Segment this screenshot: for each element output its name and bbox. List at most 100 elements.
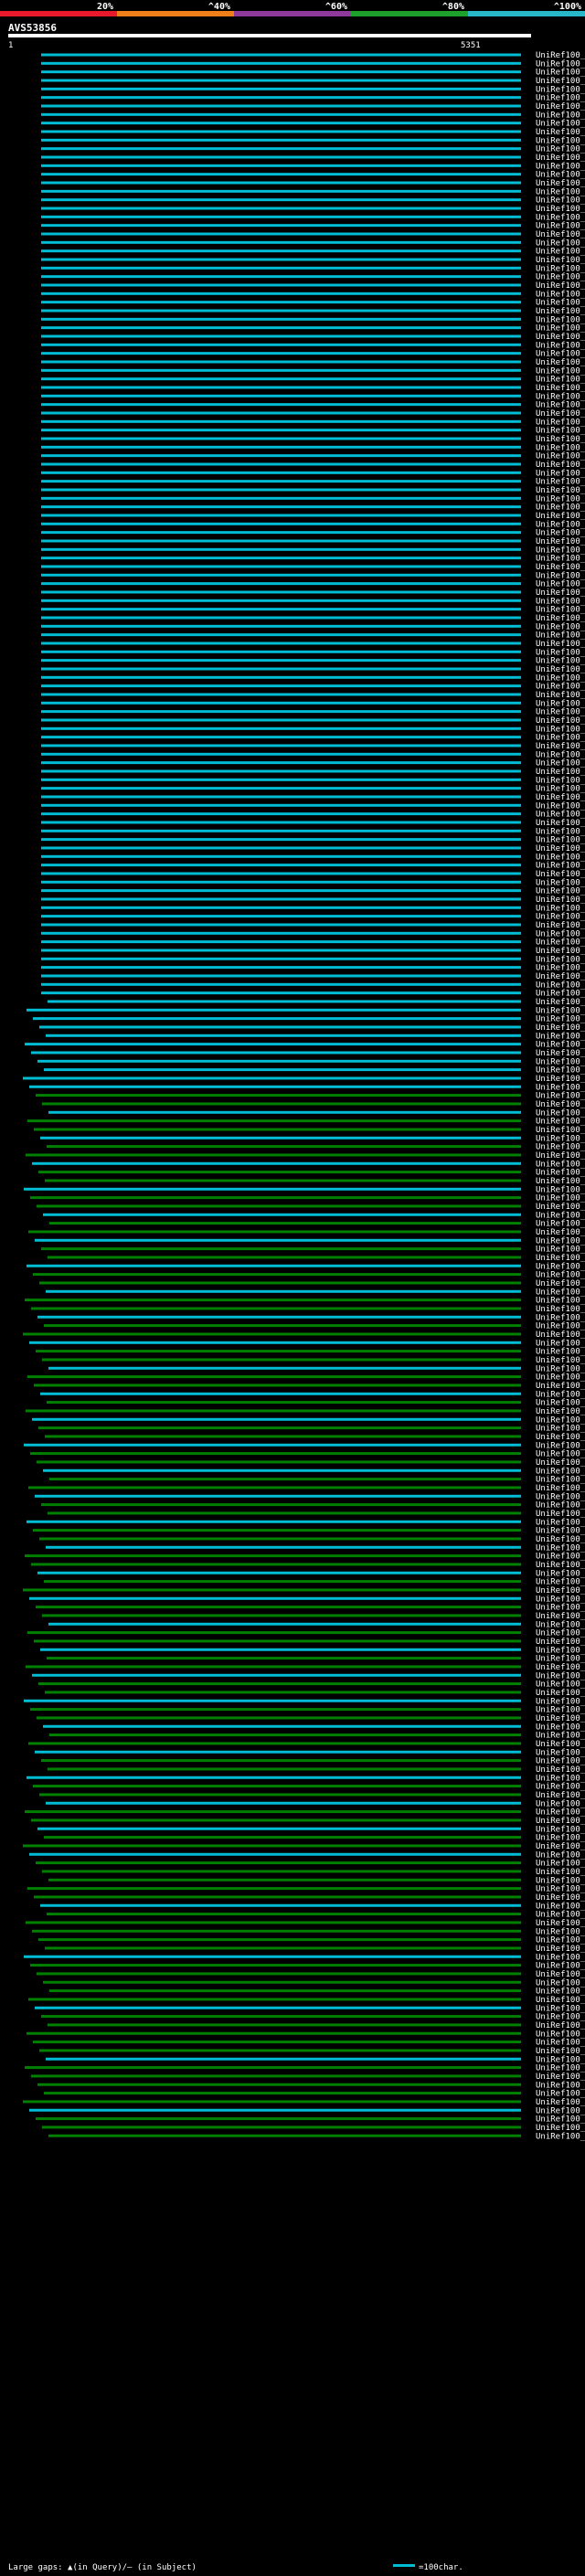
hit-label[interactable]: UniRef100_A9S4B1 bbox=[536, 120, 585, 129]
hit-label[interactable]: UniRef100_B5LWR0 bbox=[536, 699, 585, 708]
hit-row[interactable]: UniRef100_B4P1I1 bbox=[48, 1765, 585, 1775]
hit-label[interactable]: UniRef100_A2I3U7 bbox=[536, 1236, 585, 1246]
hit-row[interactable]: UniRef100_A2I3U7 bbox=[35, 1236, 585, 1246]
hit-label[interactable]: UniRef100_Q6Q197 bbox=[536, 1527, 585, 1536]
hit-row[interactable]: UniRef100_C5X6F1 bbox=[41, 878, 585, 887]
hit-row[interactable]: UniRef100_Q5KK82 bbox=[31, 1817, 585, 1826]
hit-label[interactable]: UniRef100_UPI000... bbox=[536, 1629, 585, 1638]
hit-label[interactable]: UniRef100_A9XYY3 bbox=[536, 1160, 585, 1169]
hit-label[interactable]: UniRef100_Q3Q900 bbox=[536, 299, 585, 308]
hit-row[interactable]: UniRef100_A9PIY0 bbox=[41, 77, 585, 86]
hit-row[interactable]: UniRef100_A3ZC21 bbox=[47, 1143, 585, 1152]
hit-label[interactable]: UniRef100_A9NWJ0 bbox=[536, 478, 585, 487]
hit-label[interactable]: UniRef100_Q6QPF9 bbox=[536, 376, 585, 385]
hit-label[interactable]: UniRef100_A1E0X2 bbox=[536, 94, 585, 103]
hit-label[interactable]: UniRef100_A9V1C3 bbox=[536, 1868, 585, 1877]
hit-label[interactable]: UniRef100_C1EA22 bbox=[536, 1364, 585, 1373]
hit-label[interactable]: UniRef100_C7E0E5 bbox=[536, 102, 585, 111]
hit-label[interactable]: UniRef100_P21568 bbox=[536, 350, 585, 359]
hit-label[interactable]: UniRef100_C5X6F1 bbox=[536, 878, 585, 887]
hit-row[interactable]: UniRef100_Q9BVL7 bbox=[34, 1382, 585, 1391]
hit-row[interactable]: UniRef100_A3FQA7 bbox=[47, 1911, 585, 1920]
hit-row[interactable]: UniRef100_B2QW74 bbox=[43, 1467, 585, 1476]
hit-label[interactable]: UniRef100_Q6P514 bbox=[536, 1978, 585, 1988]
hit-row[interactable]: UniRef100_A7QS1E bbox=[41, 461, 585, 470]
hit-label[interactable]: UniRef100_Q6V7K7 bbox=[536, 2047, 585, 2056]
hit-row[interactable]: UniRef100_Q9SZZ5 bbox=[41, 1757, 585, 1766]
hit-label[interactable]: UniRef100_Q2Q633 bbox=[536, 409, 585, 419]
hit-row[interactable]: UniRef100_A9S4B1 bbox=[41, 120, 585, 129]
hit-label[interactable]: UniRef100_Q6Z998 bbox=[536, 708, 585, 717]
hit-label[interactable]: UniRef100_A0JZ02 bbox=[536, 1066, 585, 1076]
hit-label[interactable]: UniRef100_P24525 bbox=[536, 512, 585, 521]
hit-label[interactable]: UniRef100_C5XGM4 bbox=[536, 947, 585, 956]
hit-row[interactable]: UniRef100_A9XR43 bbox=[41, 734, 585, 743]
hit-row[interactable]: UniRef100_Q6V7K7 bbox=[39, 2047, 585, 2056]
hit-label[interactable]: UniRef100_A7UH49 bbox=[536, 597, 585, 606]
hit-row[interactable]: UniRef100_C9E6T5 bbox=[41, 443, 585, 452]
hit-row[interactable]: UniRef100_Q41119 bbox=[41, 162, 585, 171]
hit-row[interactable]: UniRef100_A2VD42 bbox=[30, 1706, 585, 1715]
hit-label[interactable]: UniRef100_C5X6F0 bbox=[536, 913, 585, 922]
hit-label[interactable]: UniRef100_Q5A5M3 bbox=[536, 896, 585, 905]
hit-row[interactable]: UniRef100_A1E0X2 bbox=[41, 94, 585, 103]
hit-row[interactable]: UniRef100_Q9649G bbox=[41, 171, 585, 180]
hit-row[interactable]: UniRef100_B3FNG1 bbox=[41, 230, 585, 239]
hit-row[interactable]: UniRef100_UPI000... bbox=[27, 1885, 585, 1894]
hit-label[interactable]: UniRef100_A9PH45 bbox=[536, 853, 585, 862]
hit-row[interactable]: UniRef100_Q0X6A2 bbox=[41, 520, 585, 529]
hit-row[interactable]: UniRef100_A9PA69 bbox=[44, 1834, 585, 1843]
hit-label[interactable]: UniRef100_A8FXY1 bbox=[536, 2064, 585, 2073]
hit-row[interactable]: UniRef100_A5CNW3 bbox=[36, 1860, 585, 1869]
hit-label[interactable]: UniRef100_B3GQY9 bbox=[536, 580, 585, 589]
hit-row[interactable]: UniRef100_B4L5M3 bbox=[41, 964, 585, 973]
hit-row[interactable]: UniRef100_Q9TW32 bbox=[46, 1543, 585, 1553]
hit-label[interactable]: UniRef100_Q8ATK0 bbox=[536, 384, 585, 393]
hit-row[interactable]: UniRef100_Q8LDP4 bbox=[41, 1501, 585, 1511]
hit-row[interactable]: UniRef100_C0ILP2 bbox=[41, 904, 585, 913]
hit-row[interactable]: UniRef100_UPI000... bbox=[27, 1629, 585, 1638]
hit-row[interactable]: UniRef100_Q4D264 bbox=[42, 2124, 585, 2133]
hit-row[interactable]: UniRef100_Q9ZF12 bbox=[41, 366, 585, 376]
hit-label[interactable]: UniRef100_Q9S839 bbox=[536, 256, 585, 265]
hit-label[interactable]: UniRef100_B1UNU1 bbox=[536, 1049, 585, 1058]
hit-row[interactable]: UniRef100_A5FRE9 bbox=[47, 1399, 585, 1408]
hit-label[interactable]: UniRef100_A9NKL5 bbox=[536, 307, 585, 316]
hit-row[interactable]: UniRef100_UPI000... bbox=[37, 1970, 585, 1979]
hit-label[interactable]: UniRef100_B3FNG1 bbox=[536, 230, 585, 239]
hit-row[interactable]: UniRef100_B4R328 bbox=[27, 1006, 585, 1015]
hit-label[interactable]: UniRef100_P21569 bbox=[536, 683, 585, 692]
hit-row[interactable]: UniRef100_Q4CX88 bbox=[41, 2013, 585, 2022]
hit-row[interactable]: UniRef100_C1N242 bbox=[27, 1518, 585, 1527]
hit-label[interactable]: UniRef100_D0ELM5 bbox=[536, 85, 585, 94]
hit-label[interactable]: UniRef100_Q862F8 bbox=[536, 1415, 585, 1425]
hit-row[interactable]: UniRef100_C5XGM4 bbox=[41, 947, 585, 956]
hit-row[interactable]: UniRef100_A4VAW3 bbox=[32, 1671, 585, 1680]
hit-label[interactable]: UniRef100_A9P8L4 bbox=[536, 179, 585, 188]
hit-row[interactable]: UniRef100_B0CE03 bbox=[33, 1271, 585, 1280]
hit-row[interactable]: UniRef100_A7UH49 bbox=[41, 597, 585, 606]
hit-row[interactable]: UniRef100_Q4J129 bbox=[28, 1996, 585, 2005]
hit-row[interactable]: UniRef100_C1MJ05 bbox=[34, 1126, 585, 1135]
hit-row[interactable]: UniRef100_C6SY07 bbox=[48, 1510, 585, 1519]
hit-row[interactable]: UniRef100_UPI000... bbox=[36, 1348, 585, 1357]
hit-row[interactable]: UniRef100_Q6I4Z9 bbox=[41, 69, 585, 78]
hit-row[interactable]: UniRef100_C1BP47 bbox=[37, 1203, 585, 1212]
hit-row[interactable]: UniRef100_P52010 bbox=[41, 827, 585, 836]
hit-row[interactable]: UniRef100_B4P6R4 bbox=[24, 1185, 585, 1194]
hit-row[interactable]: UniRef100_A9PJ47 bbox=[41, 145, 585, 154]
hit-label[interactable]: UniRef100_B5DNL9 bbox=[536, 1254, 585, 1263]
hit-label[interactable]: UniRef100_Q9KVL6 bbox=[536, 1458, 585, 1468]
hit-row[interactable]: UniRef100_Q9S839 bbox=[41, 256, 585, 265]
hit-row[interactable]: UniRef100_A6QSU4 bbox=[41, 819, 585, 828]
hit-row[interactable]: UniRef100_C7E3V7 bbox=[41, 435, 585, 444]
hit-label[interactable]: UniRef100_Q1DHH1 bbox=[536, 469, 585, 478]
hit-label[interactable]: UniRef100_C6SYU0 bbox=[536, 281, 585, 291]
hit-label[interactable]: UniRef100_Q8A171 bbox=[536, 248, 585, 257]
hit-label[interactable]: UniRef100_B4N213 bbox=[536, 990, 585, 999]
hit-label[interactable]: UniRef100_A9P9C8 bbox=[536, 128, 585, 137]
hit-label[interactable]: UniRef100_Q39613 bbox=[536, 290, 585, 299]
hit-row[interactable]: UniRef100_Q3Q900 bbox=[41, 299, 585, 308]
hit-label[interactable]: UniRef100_Q8AA35 bbox=[536, 213, 585, 222]
hit-label[interactable]: UniRef100_A8STM4 bbox=[536, 929, 585, 938]
